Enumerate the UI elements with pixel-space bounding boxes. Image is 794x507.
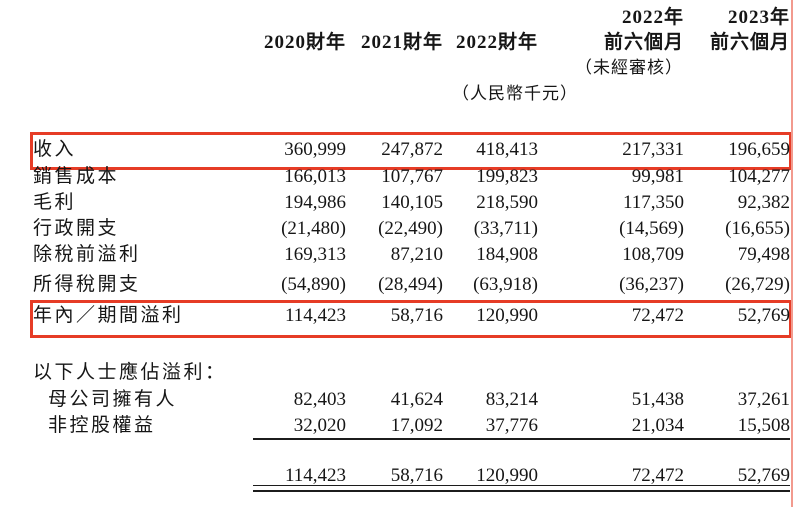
row-label: 收入	[33, 139, 77, 160]
cell-value: 120,990	[476, 305, 538, 326]
cell-value: (54,890)	[281, 274, 346, 295]
table-row-period-profit: 年內／期間溢利 114,423 58,716 120,990 72,472 52…	[0, 303, 790, 329]
cell-value: 51,438	[631, 389, 684, 410]
table-row-attribution-total: 114,423 58,716 120,990 72,472 52,769	[0, 464, 790, 492]
table-row-gross-profit: 毛利 194,986 140,105 218,590 117,350 92,38…	[0, 190, 790, 216]
cell-value: (22,490)	[378, 218, 443, 239]
cell-total-value: 120,990	[443, 464, 538, 492]
header-year-2023: 2023年	[727, 7, 790, 28]
header-fy2021: 2021財年	[360, 32, 443, 53]
cell-value: 418,413	[476, 139, 538, 160]
table-row-income-tax: 所得稅開支 (54,890) (28,494) (63,918) (36,237…	[0, 272, 790, 298]
cell-value: 247,872	[381, 139, 443, 160]
section-label: 以下人士應佔溢利：	[33, 362, 227, 383]
attribution-section-header: 以下人士應佔溢利：	[0, 362, 790, 384]
cell-value: 21,034	[538, 414, 684, 440]
cell-value: 217,331	[622, 139, 684, 160]
cell-value: 218,590	[476, 192, 538, 213]
header-year-row: 2022年 2023年	[0, 6, 790, 30]
table-row-cost-of-sales: 銷售成本 166,013 107,767 199,823 99,981 104,…	[0, 164, 790, 190]
cell-value: 83,214	[485, 389, 538, 410]
cell-value: 140,105	[381, 192, 443, 213]
cell-value: (36,237)	[619, 274, 684, 295]
cell-value: (21,480)	[281, 218, 346, 239]
table-row-non-controlling-interests: 非控股權益 32,020 17,092 37,776 21,034 15,508	[0, 414, 790, 440]
cell-value: 17,092	[346, 414, 443, 440]
cell-value: 360,999	[284, 139, 346, 160]
cell-value: 194,986	[284, 192, 346, 213]
header-fy2020: 2020財年	[263, 32, 346, 53]
cell-value: 32,020	[253, 414, 346, 440]
cell-total-value: 58,716	[346, 464, 443, 492]
cell-value: 199,823	[476, 166, 538, 187]
row-label: 銷售成本	[33, 166, 120, 187]
row-label: 毛利	[33, 192, 77, 213]
cell-value: 87,210	[390, 244, 443, 265]
cell-value: 184,908	[476, 244, 538, 265]
cell-value: 104,277	[728, 166, 790, 187]
cell-value: 99,981	[631, 166, 684, 187]
page-edge-line	[791, 0, 793, 507]
cell-value: (14,569)	[619, 218, 684, 239]
header-6m2022: 前六個月	[603, 32, 684, 53]
row-label: 非控股權益	[48, 415, 156, 436]
cell-value: 107,767	[381, 166, 443, 187]
row-label: 所得稅開支	[33, 274, 141, 295]
table-row-revenue: 收入 360,999 247,872 418,413 217,331 196,6…	[0, 137, 790, 163]
header-fy2022: 2022財年	[455, 32, 538, 53]
table-row-admin-expenses: 行政開支 (21,480) (22,490) (33,711) (14,569)…	[0, 216, 790, 242]
cell-value: 166,013	[284, 166, 346, 187]
cell-value: 58,716	[390, 305, 443, 326]
cell-value: 79,498	[737, 244, 790, 265]
unaudited-note: （未經審核）	[575, 58, 683, 77]
cell-value: 82,403	[293, 389, 346, 410]
cell-value: 196,659	[728, 139, 790, 160]
table-row-profit-before-tax: 除稅前溢利 169,313 87,210 184,908 108,709 79,…	[0, 242, 790, 268]
cell-value: 37,261	[737, 389, 790, 410]
cell-value: 117,350	[622, 192, 684, 213]
cell-value: (63,918)	[473, 274, 538, 295]
row-label: 行政開支	[33, 218, 120, 239]
header-year-2022: 2022年	[621, 7, 684, 28]
cell-total-value: 72,472	[538, 464, 684, 492]
table-row-owners-of-parent: 母公司擁有人 82,403 41,624 83,214 51,438 37,26…	[0, 388, 790, 412]
cell-total-value: 52,769	[684, 464, 790, 492]
cell-value: 72,472	[631, 305, 684, 326]
cell-value: (33,711)	[473, 218, 538, 239]
cell-value: 169,313	[284, 244, 346, 265]
cell-value: (16,655)	[725, 218, 790, 239]
header-period-row: 2020財年 2021財年 2022財年 前六個月 前六個月	[0, 30, 790, 56]
cell-value: (26,729)	[725, 274, 790, 295]
currency-unit-note: （人民幣千元）	[452, 84, 578, 103]
header-6m2023: 前六個月	[709, 32, 790, 53]
cell-value: 92,382	[737, 192, 790, 213]
cell-value: 41,624	[390, 389, 443, 410]
row-label: 年內／期間溢利	[33, 305, 184, 326]
cell-value: 52,769	[737, 305, 790, 326]
cell-value: 108,709	[622, 244, 684, 265]
row-label: 母公司擁有人	[48, 389, 178, 410]
cell-value: 114,423	[284, 305, 346, 326]
row-label: 除稅前溢利	[33, 244, 141, 265]
cell-value: (28,494)	[378, 274, 443, 295]
cell-value: 37,776	[443, 414, 538, 440]
cell-value: 15,508	[684, 414, 790, 440]
cell-total-value: 114,423	[253, 464, 346, 492]
